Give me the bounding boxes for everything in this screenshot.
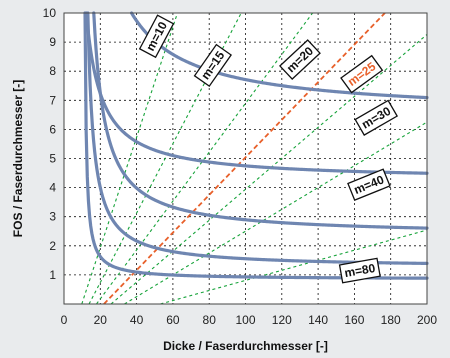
y-axis-title: FOS / Faserdurchmesser [-]: [11, 80, 25, 237]
x-tick-label: 200: [417, 313, 437, 327]
y-tick-label: 2: [49, 239, 56, 253]
x-tick-label: 40: [130, 313, 144, 327]
dashed-line-m-80: [160, 229, 428, 305]
dashed-line-m-15: [88, 12, 242, 305]
dashed-line-m-20: [96, 12, 314, 305]
tick-labels: 0 20 40 60 80 100 120 140 160 180 200 1 2 3 4 5 6 7 8 9 10: [43, 6, 438, 327]
x-tick-label: 60: [166, 313, 180, 327]
label-box: [340, 54, 384, 94]
dashed-lines: [81, 12, 428, 305]
label-box: [347, 168, 391, 201]
label-box: [354, 99, 399, 136]
y-tick-label: 9: [49, 35, 56, 49]
x-tick-label: 160: [344, 313, 364, 327]
y-tick-label: 5: [49, 152, 56, 166]
x-axis-title: Dicke / Faserdurchmesser [-]: [163, 339, 328, 353]
x-tick-label: 0: [61, 313, 68, 327]
y-tick-label: 7: [49, 93, 56, 107]
y-tick-label: 1: [49, 268, 56, 282]
label-box: [278, 39, 321, 81]
y-tick-label: 4: [49, 181, 56, 195]
dashed-line-m-25: [103, 12, 386, 305]
x-tick-label: 80: [203, 313, 217, 327]
x-tick-label: 100: [235, 313, 255, 327]
dashed-line-m-40: [124, 121, 428, 305]
curve-1: [129, 11, 429, 100]
label-box: [138, 14, 175, 59]
label-box: [338, 257, 381, 284]
x-tick-label: 180: [381, 313, 401, 327]
curve-3: [92, 11, 429, 230]
x-tick-label: 120: [272, 313, 292, 327]
label-text: m=80: [343, 261, 376, 280]
x-tick-label: 140: [308, 313, 328, 327]
y-tick-label: 6: [49, 122, 56, 136]
curves: [83, 11, 429, 280]
y-tick-label: 10: [43, 6, 57, 20]
label-m-80: m=80: [338, 257, 381, 284]
y-tick-label: 3: [49, 210, 56, 224]
plot-frame: [63, 12, 428, 305]
y-tick-label: 8: [49, 64, 56, 78]
label-m-40: m=40: [347, 168, 391, 201]
curve-2: [84, 11, 429, 175]
label-box: [193, 43, 233, 88]
x-tick-label: 20: [94, 313, 108, 327]
